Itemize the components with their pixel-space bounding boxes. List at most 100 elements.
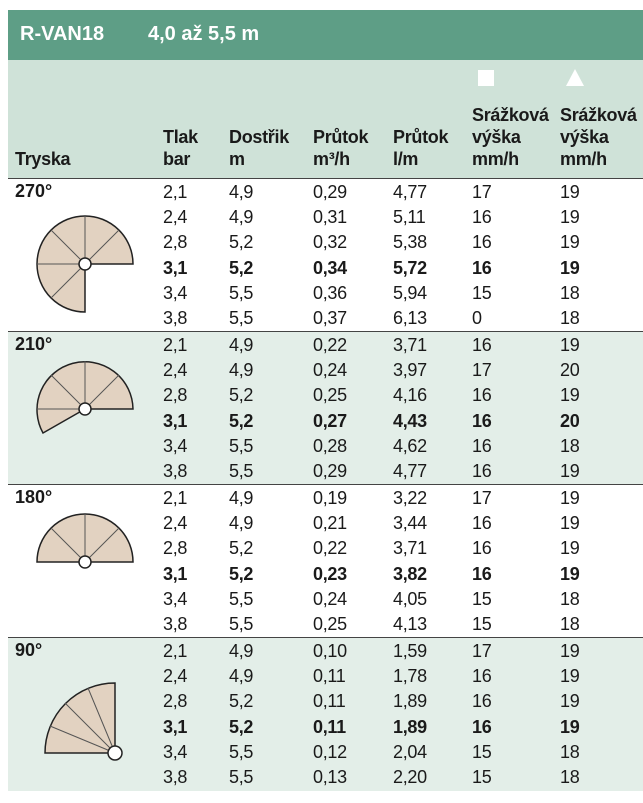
nozzle-icon xyxy=(30,209,140,319)
cell: 5,94 xyxy=(393,281,427,306)
cell: 2,4 xyxy=(163,205,187,230)
cell: 2,1 xyxy=(163,486,187,511)
cell: 5,38 xyxy=(393,230,427,255)
cell: 4,43 xyxy=(393,409,427,434)
cell: 2,20 xyxy=(393,765,427,790)
cell: 5,5 xyxy=(229,459,253,484)
cell: 2,8 xyxy=(163,230,187,255)
cell: 19 xyxy=(560,459,579,484)
nozzle-label: 180° xyxy=(15,487,52,508)
cell: 16 xyxy=(472,536,491,561)
cell: 15 xyxy=(472,612,491,637)
cell: 3,8 xyxy=(163,765,187,790)
column-title-line: Dostřik xyxy=(229,126,289,148)
nozzle-icon xyxy=(30,507,140,617)
cell: 5,2 xyxy=(229,536,253,561)
cell: 4,9 xyxy=(229,639,253,664)
cell: 19 xyxy=(560,664,579,689)
cell: 4,16 xyxy=(393,383,427,408)
cell: 5,5 xyxy=(229,612,253,637)
cell: 0,13 xyxy=(313,765,347,790)
cell: 15 xyxy=(472,740,491,765)
cell: 4,9 xyxy=(229,664,253,689)
cell: 5,2 xyxy=(229,256,253,281)
column-title-line: Tryska xyxy=(15,148,70,170)
cell: 15 xyxy=(472,281,491,306)
cell: 19 xyxy=(560,689,579,714)
cell: 15 xyxy=(472,765,491,790)
cell: 0,19 xyxy=(313,486,347,511)
cell: 3,1 xyxy=(163,562,187,587)
cell: 16 xyxy=(472,256,491,281)
cell: 1,78 xyxy=(393,664,427,689)
cell: 18 xyxy=(560,765,579,790)
column-title-line: m³/h xyxy=(313,148,368,170)
cell: 0 xyxy=(472,306,482,331)
cell: 5,5 xyxy=(229,740,253,765)
cell: 5,2 xyxy=(229,230,253,255)
cell: 3,4 xyxy=(163,740,187,765)
cell: 2,1 xyxy=(163,639,187,664)
page: R-VAN18 4,0 až 5,5 m Tryska Tlakbar Dostři… xyxy=(0,0,643,803)
cell: 5,2 xyxy=(229,689,253,714)
cell: 4,62 xyxy=(393,434,427,459)
column-title: Tryska xyxy=(15,148,70,170)
cell: 4,77 xyxy=(393,180,427,205)
cell: 3,71 xyxy=(393,333,427,358)
cell: 0,32 xyxy=(313,230,347,255)
cell: 18 xyxy=(560,740,579,765)
cell: 19 xyxy=(560,256,579,281)
column-title-line: bar xyxy=(163,148,198,170)
cell: 16 xyxy=(472,511,491,536)
cell: 0,25 xyxy=(313,383,347,408)
cell: 19 xyxy=(560,333,579,358)
cell: 16 xyxy=(472,230,491,255)
cell: 18 xyxy=(560,587,579,612)
cell: 2,8 xyxy=(163,689,187,714)
cell: 0,29 xyxy=(313,459,347,484)
nozzle-label: 90° xyxy=(15,640,42,661)
cell: 3,4 xyxy=(163,281,187,306)
cell: 17 xyxy=(472,639,491,664)
cell: 4,9 xyxy=(229,358,253,383)
cell: 5,2 xyxy=(229,562,253,587)
nozzle-label: 270° xyxy=(15,181,52,202)
cell: 0,34 xyxy=(313,256,347,281)
cell: 16 xyxy=(472,205,491,230)
cell: 3,22 xyxy=(393,486,427,511)
cell: 19 xyxy=(560,562,579,587)
column-title-line: mm/h xyxy=(560,148,637,170)
cell: 2,4 xyxy=(163,664,187,689)
cell: 6,13 xyxy=(393,306,427,331)
cell: 5,5 xyxy=(229,434,253,459)
cell: 18 xyxy=(560,281,579,306)
model: R-VAN18 xyxy=(20,23,104,46)
cell: 19 xyxy=(560,180,579,205)
cell: 0,24 xyxy=(313,587,347,612)
cell: 3,1 xyxy=(163,256,187,281)
cell: 4,9 xyxy=(229,486,253,511)
cell: 3,4 xyxy=(163,434,187,459)
cell: 5,2 xyxy=(229,383,253,408)
cell: 5,5 xyxy=(229,281,253,306)
cell: 0,31 xyxy=(313,205,347,230)
cell: 20 xyxy=(560,358,579,383)
cell: 0,21 xyxy=(313,511,347,536)
square-icon xyxy=(476,68,496,88)
title-bar: R-VAN18 4,0 až 5,5 m xyxy=(8,10,643,60)
cell: 0,10 xyxy=(313,639,347,664)
cell: 0,25 xyxy=(313,612,347,637)
column-title-line: Průtok xyxy=(313,126,368,148)
cell: 5,2 xyxy=(229,715,253,740)
column-title-line: Srážková xyxy=(560,104,637,126)
cell: 0,12 xyxy=(313,740,347,765)
cell: 1,89 xyxy=(393,689,427,714)
cell: 1,59 xyxy=(393,639,427,664)
cell: 5,5 xyxy=(229,587,253,612)
